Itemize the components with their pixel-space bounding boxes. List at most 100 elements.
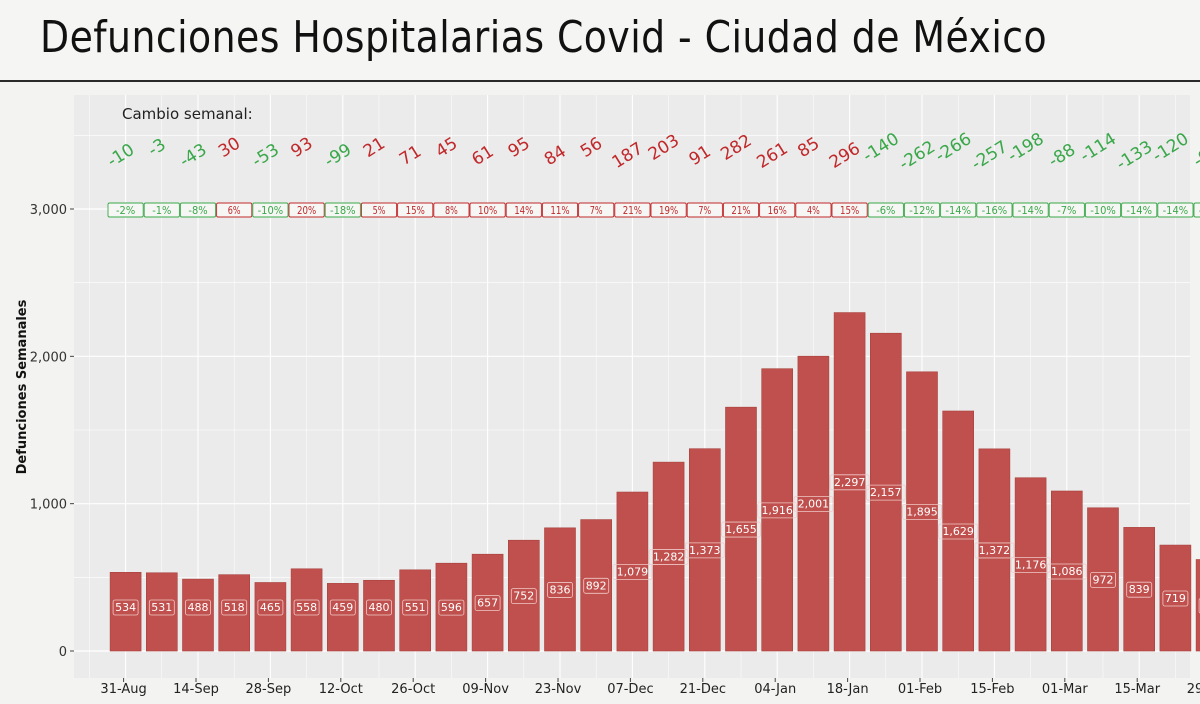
pct-box: [469, 202, 506, 218]
bar-value-box: [1126, 581, 1153, 598]
bar: [1195, 559, 1200, 652]
pct-label: 19%: [659, 204, 678, 217]
change-title: Cambio semanal:: [122, 105, 253, 123]
bar-value-box: [757, 502, 798, 519]
bar: [290, 568, 323, 652]
pct-label: -10%: [1090, 204, 1116, 217]
bar-value-box: [648, 549, 689, 565]
bar-value-box: [1198, 598, 1200, 614]
x-tick-label: 01-Mar: [1042, 682, 1088, 697]
pct-label: -8%: [188, 204, 207, 217]
x-tick-label: 04-Jan: [754, 682, 796, 697]
bar-value-label: 596: [441, 601, 462, 614]
bar-value-label: 531: [151, 601, 172, 614]
pct-box: [505, 202, 542, 218]
pct-label: 15%: [840, 204, 859, 217]
bar: [761, 368, 794, 652]
bar-value-label: 1,372: [979, 544, 1011, 557]
bar-value-box: [329, 599, 356, 616]
bar-value-box: [583, 577, 610, 594]
bars: [109, 312, 1200, 652]
pct-label: 5%: [373, 204, 386, 217]
bar-value-label: 2,001: [798, 498, 830, 511]
pct-box: [288, 202, 325, 218]
pct-box: [940, 202, 977, 218]
x-tick-label: 21-Dec: [680, 682, 726, 697]
pct-label: -2%: [116, 204, 135, 217]
bar-value-box: [974, 542, 1015, 559]
bar-value-box: [474, 595, 501, 612]
pct-box: [1121, 202, 1158, 218]
bar: [544, 527, 576, 652]
weekly-change-label: -98: [1190, 140, 1200, 172]
bar-value-label: 518: [224, 601, 245, 614]
pct-box: [1157, 202, 1194, 218]
pct-label: 10%: [478, 204, 497, 217]
bar-value-label: 2,157: [870, 486, 902, 499]
pct-label: -18%: [330, 204, 356, 217]
y-tick-label: 0: [59, 645, 67, 660]
bar-value-label: 534: [115, 601, 136, 614]
bar: [616, 491, 649, 652]
y-tick-label: 2,000: [30, 350, 67, 365]
value-labels: 534 531 488 518 465 558 459 480 551 596 657 752 836 8…: [112, 474, 1200, 616]
bar-value-label: 1,916: [761, 504, 793, 517]
pct-box: [831, 202, 868, 218]
page-title: Defunciones Hospitalarias Covid - Ciudad…: [40, 12, 1048, 63]
pct-box: [433, 202, 470, 218]
pct-label: -1%: [152, 204, 171, 217]
bar: [652, 461, 685, 652]
pct-box: [759, 202, 796, 218]
bar-value-label: 1,176: [1015, 558, 1047, 571]
pct-box: [1084, 202, 1122, 218]
bar-value-box: [612, 564, 653, 580]
pct-box: [795, 202, 832, 218]
bar: [1123, 527, 1155, 652]
bar-value-box: [684, 542, 725, 559]
bar-value-box: [185, 599, 211, 616]
pct-box: [650, 202, 687, 218]
bar: [399, 569, 432, 652]
bar-value-label: 1,629: [942, 525, 974, 538]
pct-label: -10%: [258, 204, 284, 217]
pct-box: [903, 202, 941, 218]
pct-box: [324, 202, 361, 218]
pct-box: [867, 202, 904, 218]
pct-box: [1012, 202, 1049, 218]
x-tick-label: 26-Oct: [391, 682, 435, 697]
bar-value-box: [112, 599, 139, 616]
bar: [869, 332, 902, 652]
bar: [580, 519, 613, 652]
x-tick-label: 18-Jan: [827, 682, 869, 697]
bar-value-box: [1162, 590, 1189, 607]
bar-value-label: 2,297: [834, 476, 866, 489]
pct-label: -14%: [1163, 204, 1189, 217]
bar-value-label: 1,086: [1051, 565, 1083, 578]
bar: [1159, 544, 1192, 652]
x-tick-label: 09-Nov: [462, 682, 509, 697]
pct-label: 11%: [550, 204, 569, 217]
x-tick-label: 07-Dec: [607, 682, 653, 697]
pct-box: [179, 202, 217, 218]
bar-value-label: 1,373: [689, 544, 721, 557]
bar-value-box: [1010, 556, 1051, 573]
pct-label: 21%: [731, 204, 750, 217]
y-tick-label: 3,000: [30, 203, 67, 218]
bar-value-label: 1,895: [906, 505, 938, 518]
pct-box: [686, 202, 723, 218]
pct-box: [1048, 202, 1085, 218]
pct-label: 7%: [590, 204, 603, 217]
bar-value-box: [510, 588, 537, 605]
pct-label: 20%: [297, 204, 316, 217]
bar-value-box: [721, 521, 761, 538]
bar-value-box: [938, 523, 979, 540]
bar-value-label: 972: [1093, 573, 1114, 586]
bar-value-box: [547, 582, 573, 598]
bar-value-box: [366, 599, 392, 616]
axes: 0 1,000 2,000 3,000 31-Aug 14-Sep 28-Sep 12-Oct…: [30, 203, 1200, 697]
bar-value-label: 719: [1165, 592, 1186, 605]
bar-value-box: [902, 504, 942, 520]
bar-value-box: [1090, 571, 1116, 588]
bar-value-label: 657: [477, 597, 498, 610]
pct-label: 7%: [698, 204, 711, 217]
